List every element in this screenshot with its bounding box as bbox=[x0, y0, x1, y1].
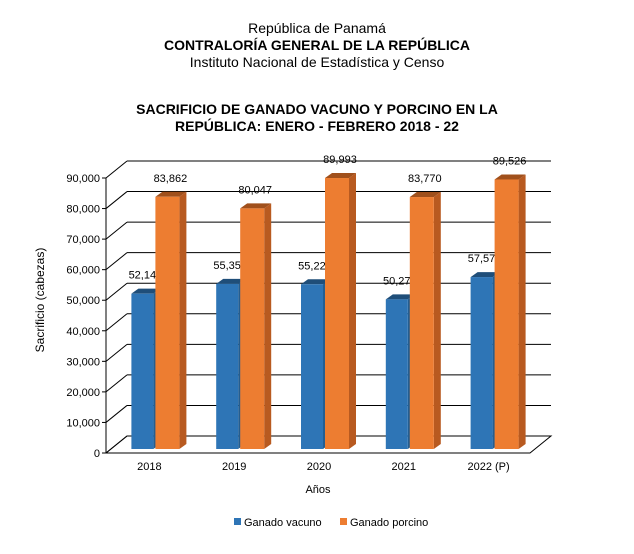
bar-top bbox=[216, 278, 246, 284]
x-tick-label: 2022 (P) bbox=[467, 461, 509, 473]
gridline-depth bbox=[105, 405, 128, 423]
gridline-depth bbox=[105, 374, 128, 393]
data-label: 89,993 bbox=[323, 154, 357, 166]
bar-side bbox=[433, 192, 441, 449]
y-tick-label: 30,000 bbox=[66, 356, 100, 368]
gridline-depth bbox=[105, 160, 128, 179]
gridline-depth bbox=[105, 252, 128, 271]
bar-side bbox=[264, 203, 272, 449]
bar-porcino bbox=[155, 196, 180, 449]
data-label: 83,770 bbox=[408, 173, 442, 185]
bar-top bbox=[301, 279, 330, 285]
bar-top bbox=[494, 174, 526, 180]
bar-top bbox=[240, 203, 272, 209]
y-tick-label: 0 bbox=[94, 448, 100, 460]
legend-swatch bbox=[340, 518, 347, 525]
data-label: 83,862 bbox=[154, 173, 188, 185]
bar-vacuno bbox=[301, 284, 323, 449]
header-country: República de Panamá bbox=[248, 20, 386, 36]
y-axis-label: Sacrificio (cabezas) bbox=[33, 248, 47, 353]
gridline-depth bbox=[105, 282, 128, 301]
x-tick-label: 2021 bbox=[392, 461, 416, 473]
bar-vacuno bbox=[216, 283, 239, 449]
data-label: 50,275 bbox=[383, 275, 417, 287]
bar-side bbox=[349, 173, 356, 449]
bar-top bbox=[409, 192, 441, 198]
x-tick-label: 2018 bbox=[137, 461, 161, 473]
x-axis-label: Años bbox=[305, 484, 331, 496]
gridline-depth bbox=[105, 313, 128, 332]
bar-porcino bbox=[494, 179, 519, 449]
bar-side bbox=[518, 174, 526, 449]
y-tick-label: 80,000 bbox=[66, 204, 100, 216]
bar-top bbox=[470, 272, 500, 278]
gridline-depth bbox=[105, 435, 128, 454]
bar-vacuno bbox=[470, 277, 493, 449]
data-label: 55,220 bbox=[298, 260, 332, 272]
y-tick-label: 40,000 bbox=[66, 326, 100, 338]
bar-top bbox=[385, 294, 415, 300]
bar-porcino bbox=[240, 208, 265, 449]
y-tick-label: 90,000 bbox=[66, 173, 100, 185]
y-tick-label: 60,000 bbox=[66, 265, 100, 277]
legend-label: Ganado vacuno bbox=[244, 517, 322, 529]
bar-top bbox=[325, 173, 356, 179]
y-tick-label: 10,000 bbox=[66, 417, 100, 429]
data-label: 55,356 bbox=[213, 260, 247, 272]
data-label: 52,140 bbox=[129, 270, 163, 282]
bar-vacuno bbox=[385, 299, 408, 449]
x-tick-label: 2019 bbox=[222, 461, 246, 473]
gridline-depth bbox=[105, 221, 128, 240]
bar-side bbox=[179, 191, 187, 449]
data-label: 80,047 bbox=[238, 184, 272, 196]
header-department: Instituto Nacional de Estadística y Cens… bbox=[189, 54, 445, 70]
y-tick-label: 50,000 bbox=[66, 295, 100, 307]
x-tick-label: 2020 bbox=[307, 461, 331, 473]
bar-vacuno bbox=[131, 293, 154, 449]
data-label: 57,574 bbox=[468, 253, 502, 265]
chart-title-line1: SACRIFICIO DE GANADO VACUNO Y PORCINO EN… bbox=[136, 101, 498, 117]
chart-title-line2: REPÚBLICA: ENERO - FEBRERO 2018 - 22 bbox=[175, 118, 459, 134]
gridline-depth bbox=[105, 191, 128, 209]
legend-label: Ganado porcino bbox=[350, 517, 428, 529]
gridline-depth bbox=[105, 343, 128, 362]
bar-top bbox=[155, 191, 187, 197]
header-institution: CONTRALORÍA GENERAL DE LA REPÚBLICA bbox=[164, 37, 470, 53]
y-tick-label: 70,000 bbox=[66, 234, 100, 246]
bar-porcino bbox=[325, 178, 349, 449]
legend-swatch bbox=[234, 518, 241, 525]
bar-porcino bbox=[409, 197, 434, 449]
data-label: 89,526 bbox=[493, 155, 527, 167]
y-tick-label: 20,000 bbox=[66, 387, 100, 399]
bar-top bbox=[131, 288, 161, 294]
